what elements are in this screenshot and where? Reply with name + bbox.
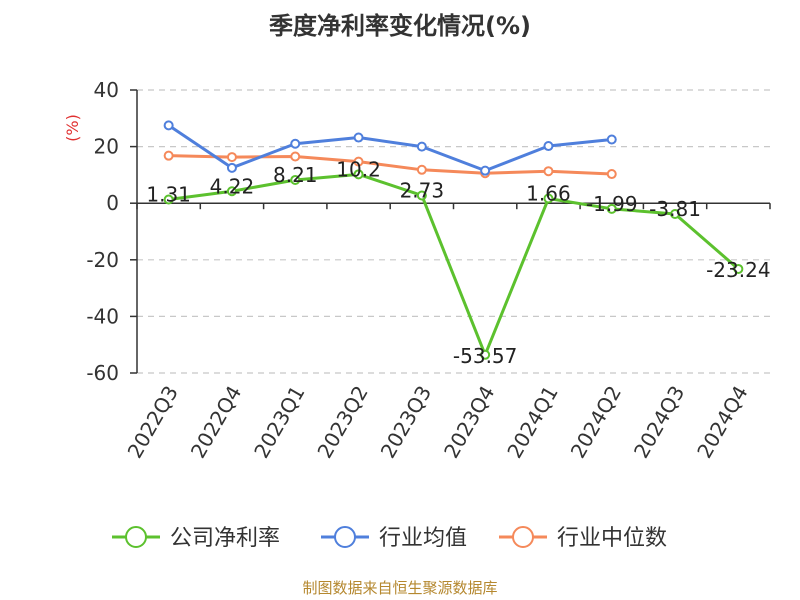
- legend-label: 公司净利率: [170, 526, 280, 551]
- x-tick-label: 2024Q2: [566, 382, 626, 463]
- series-point: [416, 164, 427, 175]
- x-tick-label: 2022Q3: [123, 382, 183, 463]
- series-point: [606, 134, 617, 145]
- series-point: [353, 169, 364, 180]
- series-point: [290, 138, 301, 149]
- series-point: [480, 349, 491, 360]
- series-point: [353, 132, 364, 143]
- axes: [130, 89, 771, 374]
- legend: 公司净利率 行业均值 行业中位数: [112, 526, 667, 551]
- series-point: [163, 194, 174, 205]
- data-label: 1.66: [526, 182, 571, 206]
- legend-label: 行业中位数: [557, 526, 667, 551]
- series-point: [353, 156, 364, 167]
- legend-marker: [512, 526, 534, 548]
- data-label: -1.99: [586, 192, 638, 216]
- series-point: [543, 166, 554, 177]
- series-0: [163, 169, 744, 360]
- series-point: [416, 190, 427, 201]
- y-tick-label: 20: [94, 135, 119, 159]
- data-label: 4.22: [210, 174, 255, 198]
- series-point: [290, 151, 301, 162]
- data-label: 1.31: [146, 182, 191, 206]
- series-group: [163, 120, 744, 360]
- series-point: [226, 152, 237, 163]
- series-line: [168, 154, 612, 176]
- y-tick-label: -60: [86, 361, 119, 385]
- series-point: [226, 162, 237, 173]
- y-tick-labels: -60 -40 -20 0 20 40: [86, 78, 119, 385]
- data-label: -53.57: [453, 344, 517, 368]
- y-tick-label: -40: [86, 304, 119, 328]
- series-point: [290, 174, 301, 185]
- x-tick-label: 2023Q4: [439, 382, 499, 463]
- data-label: 8.21: [273, 163, 318, 187]
- data-label: 2.73: [400, 178, 445, 202]
- series-point: [416, 141, 427, 152]
- grid-lines: [137, 89, 770, 374]
- y-axis-label: (%): [63, 114, 82, 142]
- series-point: [480, 165, 491, 176]
- series-point: [543, 141, 554, 152]
- series-1: [163, 120, 617, 176]
- data-labels: 1.31 4.22 8.21 10.2 2.73 -53.57 1.66 -1.99 -3.81…: [146, 157, 770, 367]
- series-point: [606, 203, 617, 214]
- y-tick-label: 0: [106, 191, 119, 215]
- data-label: -23.24: [706, 258, 770, 282]
- series-point: [226, 186, 237, 197]
- x-tick-label: 2022Q4: [186, 382, 246, 463]
- legend-label: 行业均值: [379, 526, 467, 551]
- series-point: [733, 263, 744, 274]
- series-point: [163, 150, 174, 161]
- chart-title: 季度净利率变化情况(%): [269, 12, 531, 40]
- source-note: 制图数据来自恒生聚源数据库: [302, 579, 497, 597]
- series-point: [543, 193, 554, 204]
- data-label: 10.2: [336, 157, 381, 181]
- y-tick-label: -20: [86, 248, 119, 272]
- x-tick-label: 2024Q4: [692, 382, 752, 463]
- y-tick-label: 40: [94, 78, 119, 102]
- series-point: [670, 208, 681, 219]
- legend-marker: [125, 526, 147, 548]
- series-point: [606, 169, 617, 180]
- series-2: [163, 150, 617, 180]
- x-tick-label: 2023Q3: [376, 382, 436, 463]
- series-point: [163, 120, 174, 131]
- x-tick-label: 2024Q3: [629, 382, 689, 463]
- data-label: -3.81: [649, 197, 701, 221]
- series-line: [168, 172, 740, 357]
- legend-marker: [334, 526, 356, 548]
- x-tick-labels: 2022Q3 2022Q4 2023Q1 2023Q2 2023Q3 2023Q4 2024…: [123, 382, 753, 463]
- series-line: [167, 124, 612, 173]
- x-tick-label: 2023Q1: [249, 382, 309, 463]
- x-tick-label: 2024Q1: [502, 382, 562, 463]
- x-tick-label: 2023Q2: [312, 382, 372, 463]
